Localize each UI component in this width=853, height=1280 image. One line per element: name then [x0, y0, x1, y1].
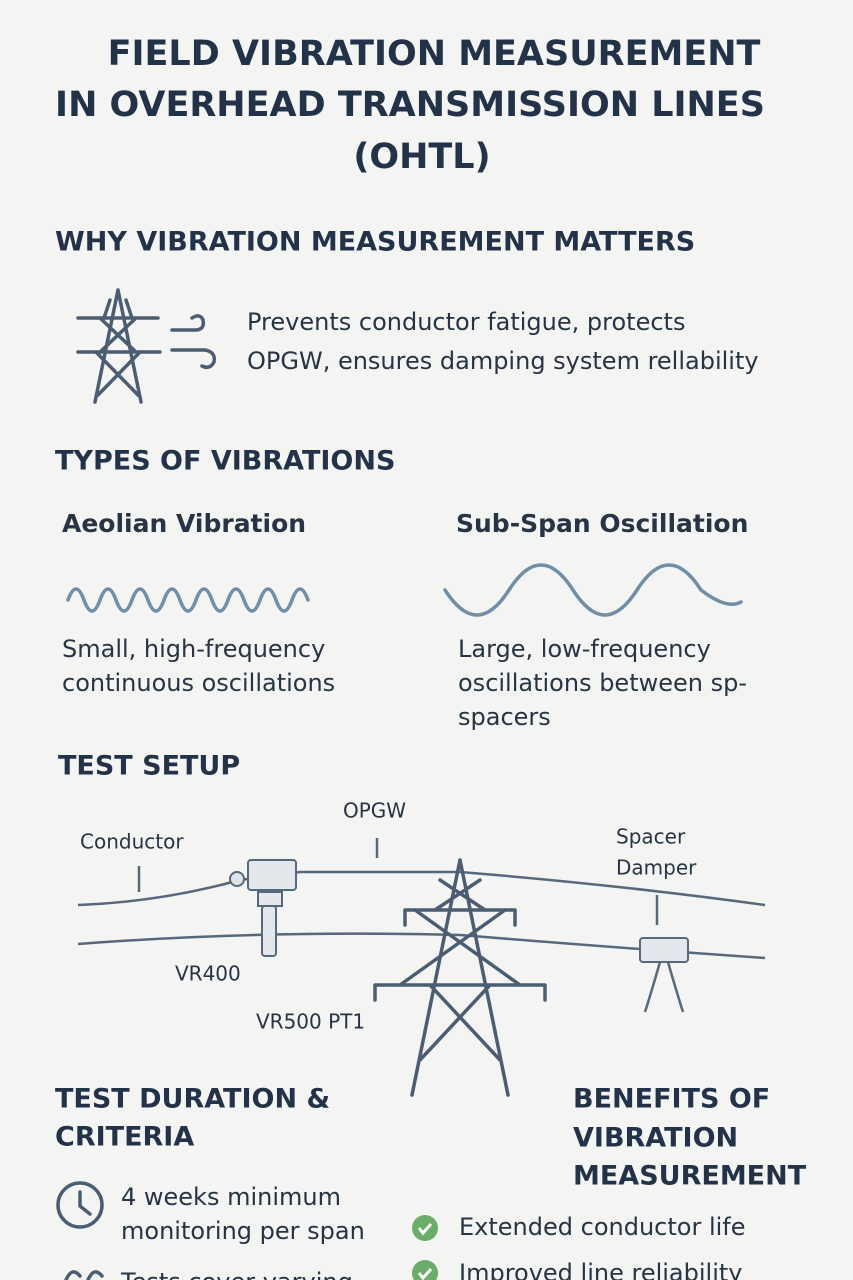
aeolian-wave: [66, 587, 310, 613]
diagram-label: VR500 PT1: [256, 1010, 365, 1034]
section-heading: BENEFITS OF: [573, 1084, 770, 1115]
body-text: 4 weeks minimum: [121, 1183, 341, 1211]
body-text: oscillations between sp-: [458, 669, 747, 697]
wind-icon: [170, 314, 217, 370]
section-heading: TYPES OF VIBRATIONS: [55, 446, 395, 477]
title-line: IN OVERHEAD TRANSMISSION LINES: [55, 85, 765, 125]
type-name: Aeolian Vibration: [62, 509, 306, 538]
clock-icon: [56, 1181, 104, 1229]
body-text: OPGW, ensures damping system rellability: [247, 347, 759, 375]
subspan-wave: [443, 563, 743, 617]
type-name: Sub-Span Oscillation: [456, 509, 748, 538]
diagram-label: Conductor: [80, 830, 184, 854]
diagram-label: VR400: [175, 962, 241, 986]
body-text: monitoring per span: [121, 1217, 365, 1245]
diagram-label: Damper: [616, 856, 697, 880]
body-text: Small, high-frequency: [62, 635, 325, 663]
body-text: spacers: [458, 703, 551, 731]
tower-icon: [76, 288, 162, 404]
check-icon: [412, 1260, 438, 1280]
check-icon: [412, 1215, 438, 1241]
title-line: (OHTL): [353, 137, 490, 177]
diagram-label: OPGW: [343, 799, 406, 823]
body-text: Prevents conductor fatigue, protects: [247, 308, 685, 336]
setup-diagram: [77, 838, 766, 1097]
people-icon: [64, 1270, 104, 1280]
benefit-text: Improved line reliability: [459, 1259, 743, 1280]
section-heading: MEASUREMENT: [573, 1161, 807, 1192]
body-text: continuous oscillations: [62, 669, 335, 697]
section-heading: VIBRATION: [573, 1123, 738, 1154]
section-heading: CRITERIA: [55, 1122, 194, 1153]
benefit-text: Extended conductor life: [459, 1213, 746, 1241]
body-text: Large, low-frequency: [458, 635, 711, 663]
section-heading: WHY VIBRATION MEASUREMENT MATTERS: [55, 227, 695, 258]
body-text: Tests cover varying: [120, 1268, 353, 1280]
section-heading: TEST DURATION &: [55, 1084, 330, 1115]
section-heading: TEST SETUP: [58, 751, 240, 782]
title-line: FIELD VIBRATION MEASUREMENT: [108, 34, 761, 74]
diagram-label: Spacer: [616, 825, 686, 849]
